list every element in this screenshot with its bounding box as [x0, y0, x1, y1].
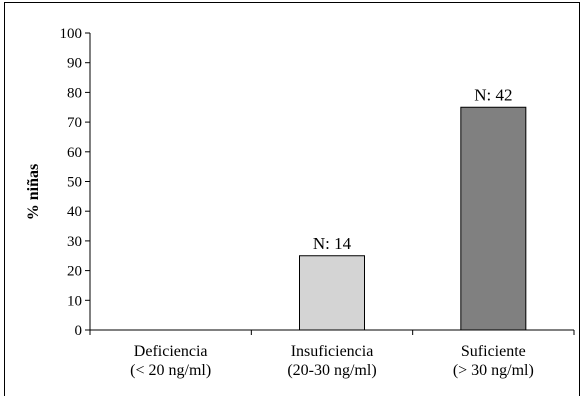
- x-tick-label: Insuficiencia: [291, 343, 374, 360]
- y-tick-label: 80: [67, 85, 82, 101]
- y-tick-label: 90: [67, 56, 82, 72]
- x-tick-label: Deficiencia: [134, 343, 208, 360]
- y-tick-label: 50: [67, 175, 82, 191]
- bars: [299, 106, 527, 331]
- x-tick-label: (< 20 ng/ml): [130, 362, 211, 379]
- y-ticks: 0 10 20 30 40 50 60 70 80 90 100: [60, 26, 90, 339]
- bar: [460, 106, 527, 331]
- x-tick-label: Suficiente: [461, 343, 526, 360]
- y-tick-label: 20: [67, 264, 82, 280]
- chart-frame: [4, 2, 580, 396]
- bar: [299, 255, 365, 331]
- x-labels: Deficiencia (< 20 ng/ml) Insuficiencia (20-…: [130, 343, 534, 379]
- y-tick-label: 0: [75, 323, 83, 339]
- data-label: N: 42: [474, 85, 512, 104]
- data-labels: N: 14 N: 42: [313, 85, 513, 253]
- y-tick-label: 40: [67, 204, 82, 220]
- y-axis-title: % niñas: [25, 164, 42, 220]
- data-label: N: 14: [313, 234, 352, 253]
- y-tick-label: 70: [67, 115, 82, 131]
- y-tick-label: 30: [67, 234, 82, 250]
- x-tick-label: (> 30 ng/ml): [453, 362, 534, 379]
- y-tick-label: 10: [67, 293, 82, 309]
- y-tick-label: 100: [60, 26, 83, 42]
- x-tick-label: (20-30 ng/ml): [287, 362, 376, 379]
- y-tick-label: 60: [67, 145, 82, 161]
